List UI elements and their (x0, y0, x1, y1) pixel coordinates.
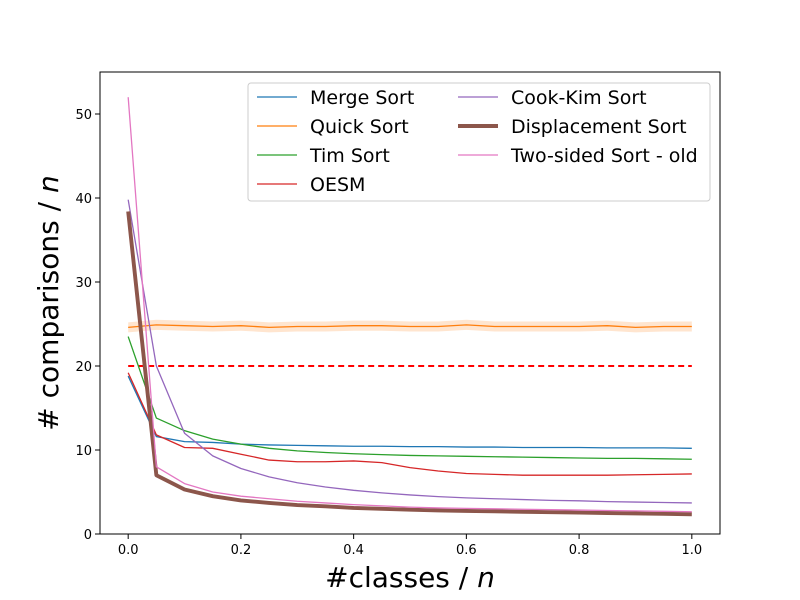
legend-label: Quick Sort (310, 116, 409, 138)
series-line-displacement-sort (126, 211, 692, 517)
x-tick-label: 0.2 (231, 543, 252, 558)
legend-label: Cook-Kim Sort (511, 87, 647, 109)
legend-box (247, 82, 711, 202)
legend-label: Displacement Sort (511, 116, 687, 138)
y-tick-label: 40 (75, 192, 92, 207)
series-lines (126, 97, 692, 517)
y-tick-label: 20 (75, 360, 92, 375)
plot-area (126, 97, 692, 517)
x-tick-label: 1.0 (681, 543, 702, 558)
legend-label: OESM (310, 174, 365, 196)
series-line-cook-kim-sort (127, 199, 692, 504)
series-line-quick-sort (128, 324, 692, 329)
plot-frame (99, 71, 721, 535)
y-tick-label: 50 (75, 108, 92, 123)
series-line-two-sided-sort-old (127, 97, 692, 513)
x-tick-label: 0.0 (118, 543, 139, 558)
y-tick-label: 0 (84, 528, 92, 543)
legend-label: Merge Sort (310, 87, 414, 109)
x-tick-label: 0.6 (456, 543, 477, 558)
legend: Merge Sort Quick Sort Tim Sort OESM Cook-Kim… (247, 82, 711, 202)
x-tick-label: 0.8 (569, 543, 590, 558)
x-axis-ticks: 0.0 0.2 0.4 0.6 0.8 1.0 (118, 534, 702, 558)
x-tick-label: 0.4 (343, 543, 364, 558)
y-axis-label: # comparisons / n (32, 175, 65, 430)
y-tick-label: 10 (75, 444, 92, 459)
x-axis-label: #classes / n (325, 561, 495, 594)
legend-label: Two-sided Sort - old (510, 145, 698, 167)
y-axis-ticks: 0 10 20 30 40 50 (75, 108, 100, 543)
series-line-merge-sort (127, 375, 692, 449)
legend-label: Tim Sort (309, 145, 390, 167)
series-line-oesm (127, 372, 692, 476)
series-line-tim-sort (127, 336, 692, 460)
y-tick-label: 30 (75, 276, 92, 291)
